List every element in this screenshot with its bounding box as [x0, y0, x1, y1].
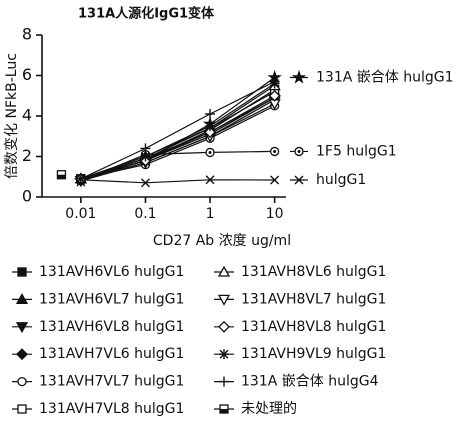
legend-label: 未处理的: [241, 401, 297, 417]
legend-label: 131AVH8VL7 hulgG1: [241, 291, 386, 307]
inline-label-marker: [294, 146, 304, 157]
series-line: [80, 85, 275, 180]
data-point: [270, 175, 280, 185]
legend-marker: [217, 265, 231, 277]
series-line: [80, 150, 275, 182]
y-tick-label: 2: [22, 146, 32, 165]
legend-label: 131A 嵌合体 hulgG4: [241, 374, 379, 390]
series-line: [80, 97, 275, 180]
series-line: [80, 103, 275, 182]
legend-marker: [17, 267, 27, 277]
data-point-stroke: [270, 175, 280, 185]
legend-label: 131AVH6VL6 hulgG1: [39, 264, 184, 280]
inline-label-marker-dot: [297, 149, 301, 153]
legend-marker: [217, 294, 231, 306]
y-tick-label: 6: [22, 65, 32, 84]
data-point-fill: [57, 174, 66, 179]
y-tick-label: 8: [22, 25, 32, 44]
inline-label-marker: [291, 70, 307, 84]
inline-label-marker-stroke: [294, 175, 304, 185]
y-tick-label: 0: [22, 187, 32, 206]
legend-marker: [17, 404, 27, 414]
legend-label: 131AVH6VL7 hulgG1: [39, 291, 184, 307]
series-line: [80, 97, 275, 180]
x-tick-label: 1: [206, 206, 215, 222]
x-axis-label: CD27 Ab 浓度 ug/ml: [153, 233, 291, 249]
legend-marker: [219, 376, 229, 387]
data-point: [205, 147, 215, 158]
legend-label: 131AVH8VL6 hulgG1: [241, 264, 386, 280]
legend-label: 131AVH9VL9 hulgG1: [241, 346, 386, 362]
data-point-dot: [273, 149, 277, 153]
inline-label-marker: [294, 175, 304, 185]
data-point-stroke: [205, 175, 215, 185]
data-point: [140, 143, 151, 154]
data-point: [269, 76, 280, 87]
legend-marker: [218, 320, 230, 333]
legend-marker: [219, 404, 229, 414]
data-point: [75, 173, 86, 184]
legend-marker-fill: [220, 409, 228, 413]
x-tick-label: 10: [266, 206, 284, 222]
legend-label: 131AVH6VL8 hulgG1: [39, 319, 184, 335]
data-point: [56, 170, 67, 180]
data-point: [205, 121, 216, 132]
y-axis-label: 倍数变化 NFkB-Luc: [4, 53, 20, 179]
data-point: [205, 175, 215, 185]
x-tick-label: 0.01: [65, 206, 96, 222]
inline-label: hulgG1: [316, 172, 366, 188]
legend-label: 131AVH8VL8 hulgG1: [241, 319, 386, 335]
legend-label: 131AVH7VL7 hulgG1: [39, 374, 184, 390]
series-line: [80, 179, 275, 184]
data-point: [269, 146, 280, 157]
legend-marker: [17, 376, 27, 387]
inline-label: 1F5 hulgG1: [316, 143, 397, 159]
data-point-stroke: [140, 178, 150, 188]
data-point: [205, 108, 216, 119]
legend-label: 131AVH7VL6 hulgG1: [39, 346, 184, 362]
legend-marker: [16, 348, 28, 361]
legend-marker: [15, 293, 29, 305]
series-line: [80, 83, 275, 180]
inline-label: 131A 嵌合体 hulgG1: [316, 70, 453, 86]
data-point: [140, 178, 150, 188]
x-tick-label: 0.1: [134, 206, 156, 222]
legend-marker: [219, 349, 229, 360]
series-line: [80, 95, 275, 180]
legend-label: 131AVH7VL8 hulgG1: [39, 401, 184, 417]
data-point-dot: [208, 150, 212, 154]
series-line: [80, 81, 275, 180]
data-point: [268, 89, 281, 102]
y-tick-label: 4: [22, 106, 32, 125]
data-point: [204, 126, 216, 139]
legend-marker: [15, 322, 29, 334]
chart-title: 131A人源化IgG1变体: [78, 6, 215, 22]
